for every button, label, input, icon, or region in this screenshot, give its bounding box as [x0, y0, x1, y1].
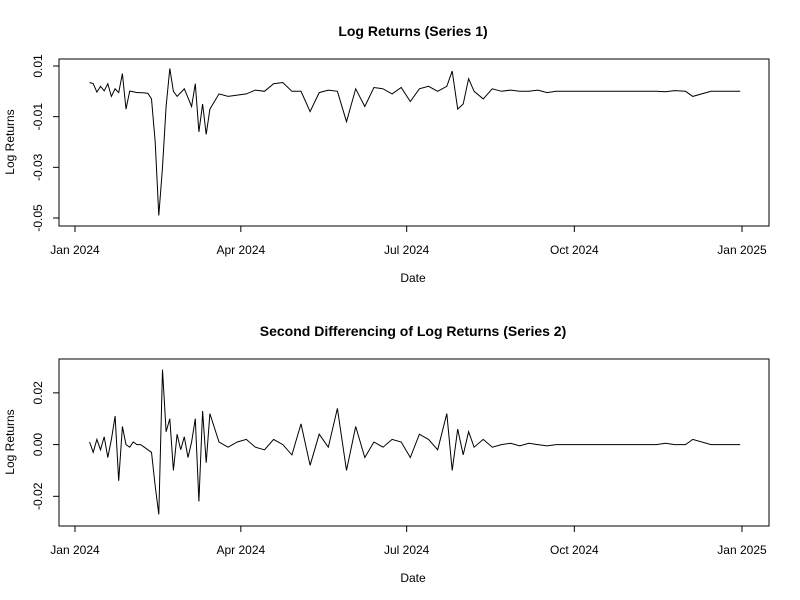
x-tick-label-1-0: Jan 2024	[50, 243, 100, 257]
y-tick-label-1-2: -0.01	[31, 103, 45, 131]
x-tick-label-2-4: Jan 2025	[717, 543, 767, 557]
y-tick-label-2-2: 0.02	[31, 381, 45, 405]
y-tick-label-1-0: -0.05	[31, 204, 45, 232]
chart-panel-1: Log Returns (Series 1) Jan 2024 Apr 2024 J…	[3, 23, 770, 285]
x-tick-label-2-3: Oct 2024	[550, 543, 599, 557]
x-tick-label-2-1: Apr 2024	[216, 543, 265, 557]
x-axis-1: Jan 2024 Apr 2024 Jul 2024 Oct 2024 Jan 2025	[50, 226, 767, 257]
y-axis-1: -0.05 -0.03 -0.01 0.01	[31, 54, 59, 232]
x-axis-2: Jan 2024 Apr 2024 Jul 2024 Oct 2024 Jan 2025	[50, 526, 767, 557]
y-axis-2: -0.02 0.00 0.02	[31, 381, 59, 510]
y-tick-label-2-0: -0.02	[31, 482, 45, 510]
y-tick-label-1-3: 0.01	[31, 54, 45, 78]
y-tick-label-1-1: -0.03	[31, 153, 45, 181]
plot-frame-2	[58, 358, 770, 527]
x-axis-label-2: Date	[400, 571, 426, 585]
y-axis-label-1: Log Returns	[3, 109, 17, 174]
series-line-2	[89, 369, 741, 515]
x-tick-label-1-4: Jan 2025	[717, 243, 767, 257]
x-tick-label-1-3: Oct 2024	[550, 243, 599, 257]
chart-panel-2: Second Differencing of Log Returns (Seri…	[3, 323, 770, 585]
series-line-1	[89, 68, 741, 216]
x-tick-label-2-2: Jul 2024	[384, 543, 430, 557]
chart-title-1: Log Returns (Series 1)	[338, 23, 487, 39]
y-tick-label-2-1: 0.00	[31, 433, 45, 457]
chart-title-2: Second Differencing of Log Returns (Seri…	[260, 323, 567, 339]
plot-frame-1	[58, 58, 770, 227]
x-axis-label-1: Date	[400, 271, 426, 285]
y-axis-label-2: Log Returns	[3, 409, 17, 474]
x-tick-label-1-1: Apr 2024	[216, 243, 265, 257]
x-tick-label-2-0: Jan 2024	[50, 543, 100, 557]
x-tick-label-1-2: Jul 2024	[384, 243, 430, 257]
